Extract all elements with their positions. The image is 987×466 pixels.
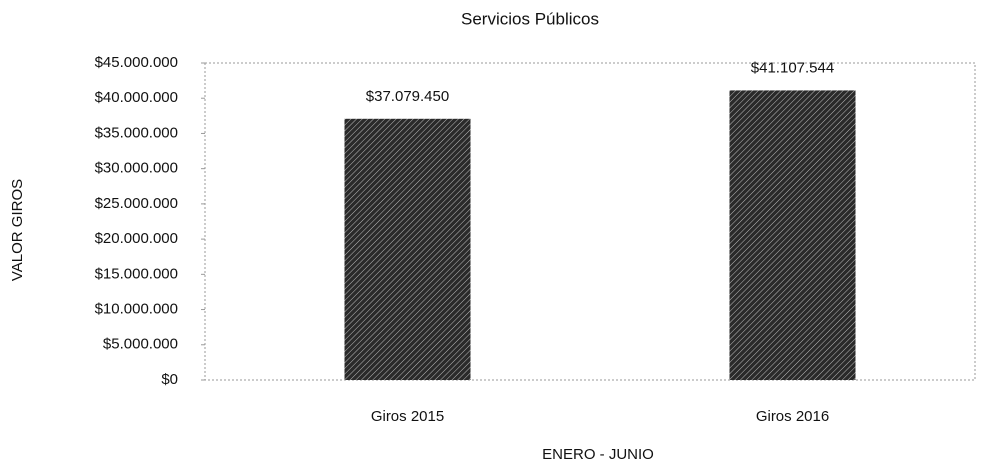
y-tick-label: $40.000.000 xyxy=(95,89,178,106)
y-tick-label: $10.000.000 xyxy=(95,301,178,318)
x-tick-label: Giros 2015 xyxy=(371,408,444,425)
x-tick-label: Giros 2016 xyxy=(756,408,829,425)
bar xyxy=(729,90,856,380)
y-axis-label: VALOR GIROS xyxy=(9,179,26,281)
y-tick-label: $5.000.000 xyxy=(103,336,178,353)
y-tick-label: $35.000.000 xyxy=(95,124,178,141)
bar xyxy=(344,118,471,381)
x-axis-label: ENERO - JUNIO xyxy=(542,446,654,463)
y-tick-label: $20.000.000 xyxy=(95,230,178,247)
y-tick-label: $0 xyxy=(161,371,178,388)
y-tick-label: $25.000.000 xyxy=(95,195,178,212)
data-label: $41.107.544 xyxy=(751,59,834,76)
chart-title: Servicios Públicos xyxy=(461,9,599,28)
y-tick-label: $15.000.000 xyxy=(95,265,178,282)
y-tick-label: $45.000.000 xyxy=(95,54,178,71)
data-label: $37.079.450 xyxy=(366,88,449,105)
plot-frame xyxy=(204,62,976,381)
y-tick-label: $30.000.000 xyxy=(95,160,178,177)
